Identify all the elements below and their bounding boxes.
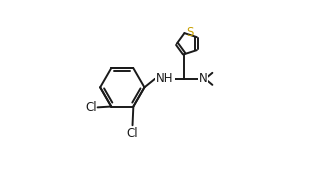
Text: S: S (187, 26, 194, 39)
Text: NH: NH (156, 72, 174, 85)
Text: N: N (199, 72, 208, 85)
Text: Cl: Cl (127, 127, 138, 140)
Text: Cl: Cl (85, 101, 97, 114)
